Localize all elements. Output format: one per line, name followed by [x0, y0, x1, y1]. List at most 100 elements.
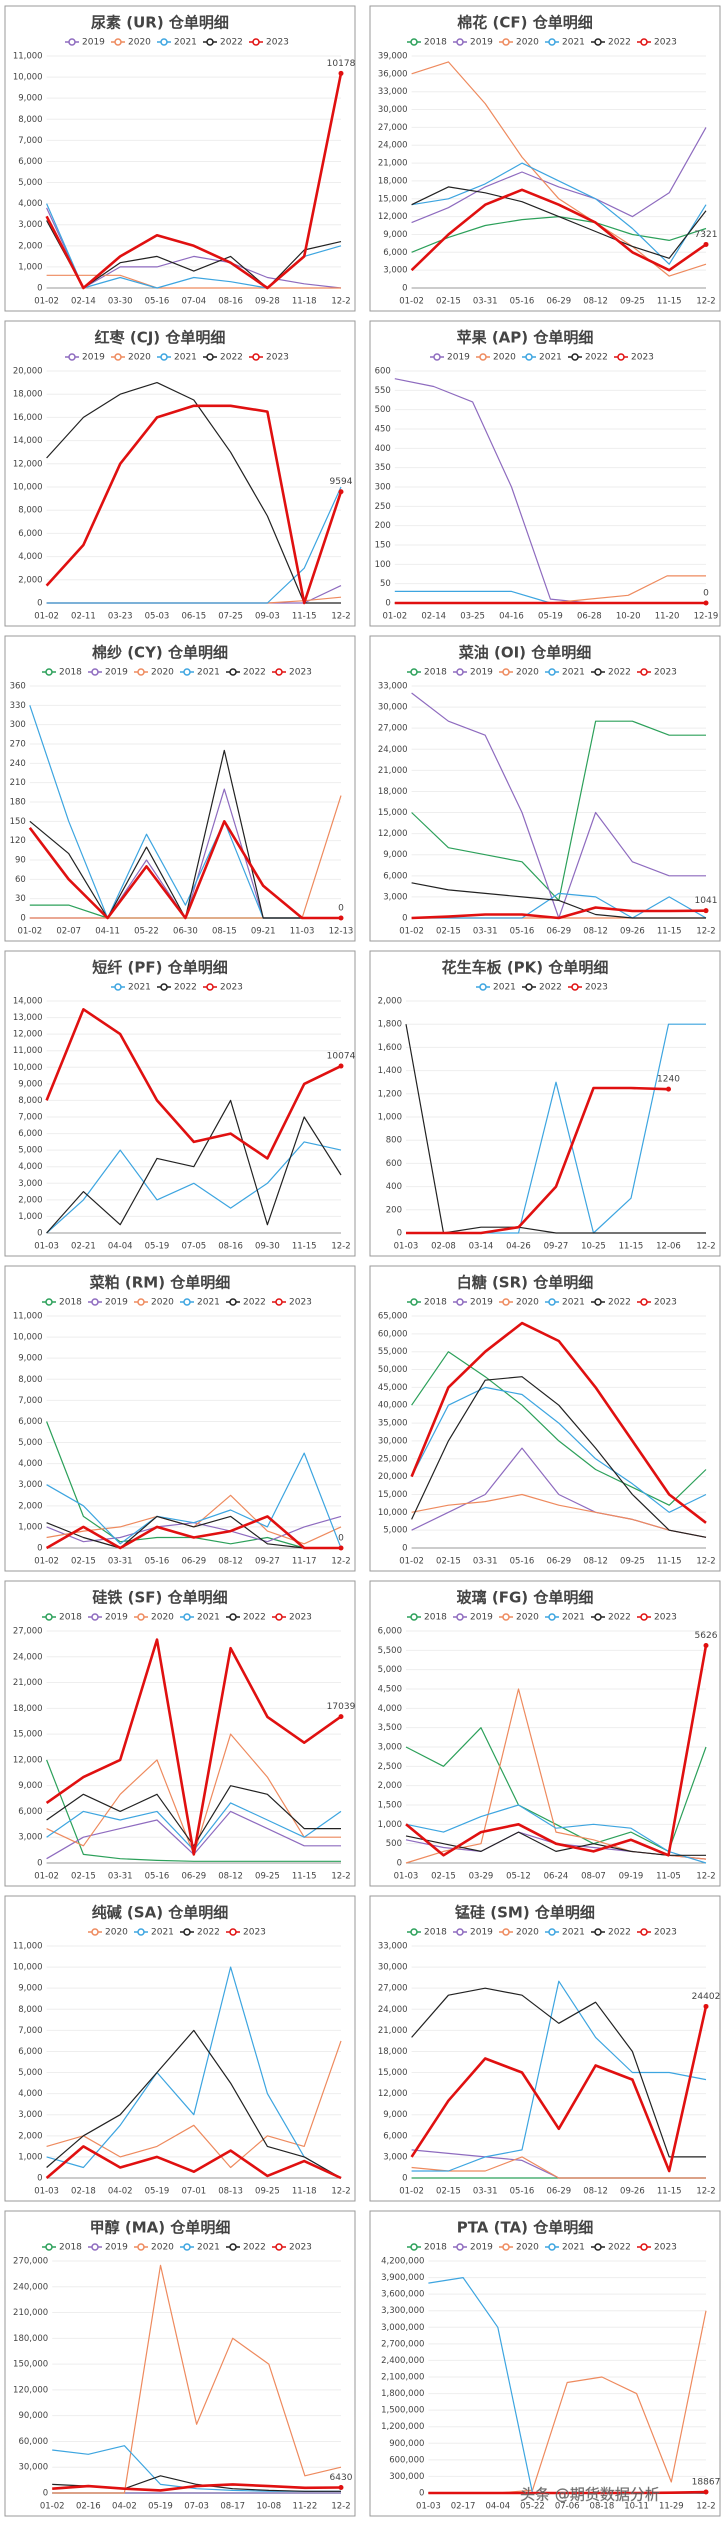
chart-panel: 棉纱 (CY) 仓单明细 2018 2019 2020 2021 2022 2023 0 30 6…: [4, 635, 356, 942]
y-tick-label: 10,000: [13, 1963, 43, 1973]
legend-marker: [640, 1298, 648, 1306]
legend-label: 2018: [59, 668, 82, 678]
x-tick-label: 09-27: [544, 1242, 569, 1252]
series-line: [46, 2040, 342, 2169]
panel-border: [369, 320, 721, 627]
legend-marker: [252, 353, 260, 361]
legend-marker: [275, 1613, 283, 1621]
y-tick-label: 400: [386, 1182, 402, 1192]
legend-label: 2023: [654, 1928, 677, 1938]
x-tick-label: 08-12: [583, 297, 608, 307]
x-tick-label: 06-15: [181, 612, 206, 622]
y-tick-label: 5,000: [18, 2068, 42, 2078]
chart-panel: 菜油 (OI) 仓单明细 2018 2019 2020 2021 2022 2023 0 3,0…: [369, 635, 721, 942]
chart-title: 白糖 (SR) 仓单明细: [457, 1274, 594, 1292]
legend-marker: [114, 983, 122, 991]
legend-label: 2023: [654, 38, 677, 48]
y-tick-label: 6,000: [18, 529, 42, 539]
x-tick-label: 03-31: [473, 1557, 498, 1567]
x-tick-label: 06-28: [577, 612, 602, 622]
series-line: [46, 1452, 342, 1549]
legend-marker: [548, 1298, 556, 1306]
series-line: [46, 220, 342, 289]
y-tick-label: 5,500: [378, 1646, 402, 1656]
chart-panel: 白糖 (SR) 仓单明细 2018 2019 2020 2021 2022 2023 0 5,0…: [369, 1265, 721, 1572]
x-tick-label: 12-2: [331, 297, 350, 307]
y-tick-label: 21,000: [378, 766, 408, 776]
x-tick-label: 11-15: [657, 2187, 682, 2197]
y-tick-label: 24,000: [378, 745, 408, 755]
legend-label: 2020: [493, 353, 516, 363]
y-tick-label: 33,000: [378, 87, 408, 97]
legend-label: 2019: [105, 1298, 128, 1308]
y-tick-label: 25,000: [378, 1454, 408, 1464]
legend-label: 2022: [608, 1613, 631, 1623]
y-tick-label: 2,400,000: [381, 2356, 424, 2366]
x-tick-label: 06-29: [546, 927, 571, 937]
series-line: [29, 749, 341, 919]
x-tick-label: 12-2: [696, 2502, 715, 2512]
x-tick-label: 07-03: [184, 2502, 209, 2512]
y-tick-label: 13,000: [13, 1013, 43, 1023]
legend-label: 2023: [266, 353, 289, 363]
legend-label: 2021: [151, 1928, 174, 1938]
y-tick-label: 120: [10, 836, 26, 846]
x-tick-label: 02-15: [71, 1872, 96, 1882]
panel-border: [369, 1265, 721, 1572]
series-line: [411, 1987, 706, 2158]
x-tick-label: 11-15: [657, 297, 682, 307]
x-tick-label: 02-08: [431, 1242, 456, 1252]
legend-marker: [594, 1928, 602, 1936]
series-line: [411, 906, 707, 920]
data-label: 10074: [327, 1052, 356, 1062]
legend-marker: [160, 983, 168, 991]
legend-marker: [640, 1613, 648, 1621]
y-tick-label: 0: [37, 1859, 42, 1869]
legend-label: 2019: [470, 2243, 493, 2253]
x-tick-label: 11-15: [657, 927, 682, 937]
x-tick-label: 11-29: [659, 2502, 684, 2512]
series-line: [45, 73, 343, 290]
x-tick-label: 06-29: [181, 1557, 206, 1567]
data-label: 10178: [327, 59, 356, 69]
legend-label: 2022: [243, 668, 266, 678]
y-tick-label: 3,900,000: [381, 2273, 424, 2283]
y-tick-label: 1,500: [378, 1801, 402, 1811]
y-tick-label: 7,000: [18, 1396, 42, 1406]
y-tick-label: 450: [375, 425, 391, 435]
x-tick-label: 11-15: [292, 1242, 317, 1252]
legend-label: 2022: [197, 1928, 220, 1938]
x-tick-label: 07-01: [181, 2187, 206, 2197]
chart-title: 尿素 (UR) 仓单明细: [91, 14, 229, 32]
y-tick-label: 150: [10, 817, 26, 827]
legend-marker: [548, 38, 556, 46]
legend-marker: [502, 668, 510, 676]
legend-marker: [137, 1298, 145, 1306]
y-tick-label: 12,000: [13, 1755, 43, 1765]
y-tick-label: 0: [37, 1544, 42, 1554]
x-tick-label: 05-16: [145, 1557, 170, 1567]
x-tick-label: 01-02: [34, 612, 59, 622]
x-tick-label: 02-21: [71, 1242, 96, 1252]
x-tick-label: 12-13: [329, 927, 354, 937]
x-tick-label: 01-03: [394, 1242, 419, 1252]
y-tick-label: 1,000: [18, 262, 42, 272]
series-line: [46, 382, 341, 604]
legend-marker: [456, 668, 464, 676]
legend-marker: [137, 2243, 145, 2251]
legend-marker: [548, 1613, 556, 1621]
y-tick-label: 12,000: [378, 829, 408, 839]
y-tick-label: 600,000: [389, 2455, 424, 2465]
legend-marker: [548, 2243, 556, 2251]
chart-panel: PTA (TA) 仓单明细 2018 2019 2020 2021 2022 2023 0 30…: [369, 2210, 721, 2517]
y-tick-label: 18,000: [13, 390, 43, 400]
y-tick-label: 350: [375, 463, 391, 473]
y-tick-label: 3,000: [383, 266, 407, 276]
series-line: [46, 585, 342, 604]
x-tick-label: 01-02: [399, 927, 424, 937]
x-tick-label: 09-27: [255, 1557, 280, 1567]
legend-label: 2023: [266, 38, 289, 48]
y-tick-label: 15,000: [378, 808, 408, 818]
legend-label: 2020: [151, 668, 174, 678]
y-tick-label: 10,000: [13, 1333, 43, 1343]
